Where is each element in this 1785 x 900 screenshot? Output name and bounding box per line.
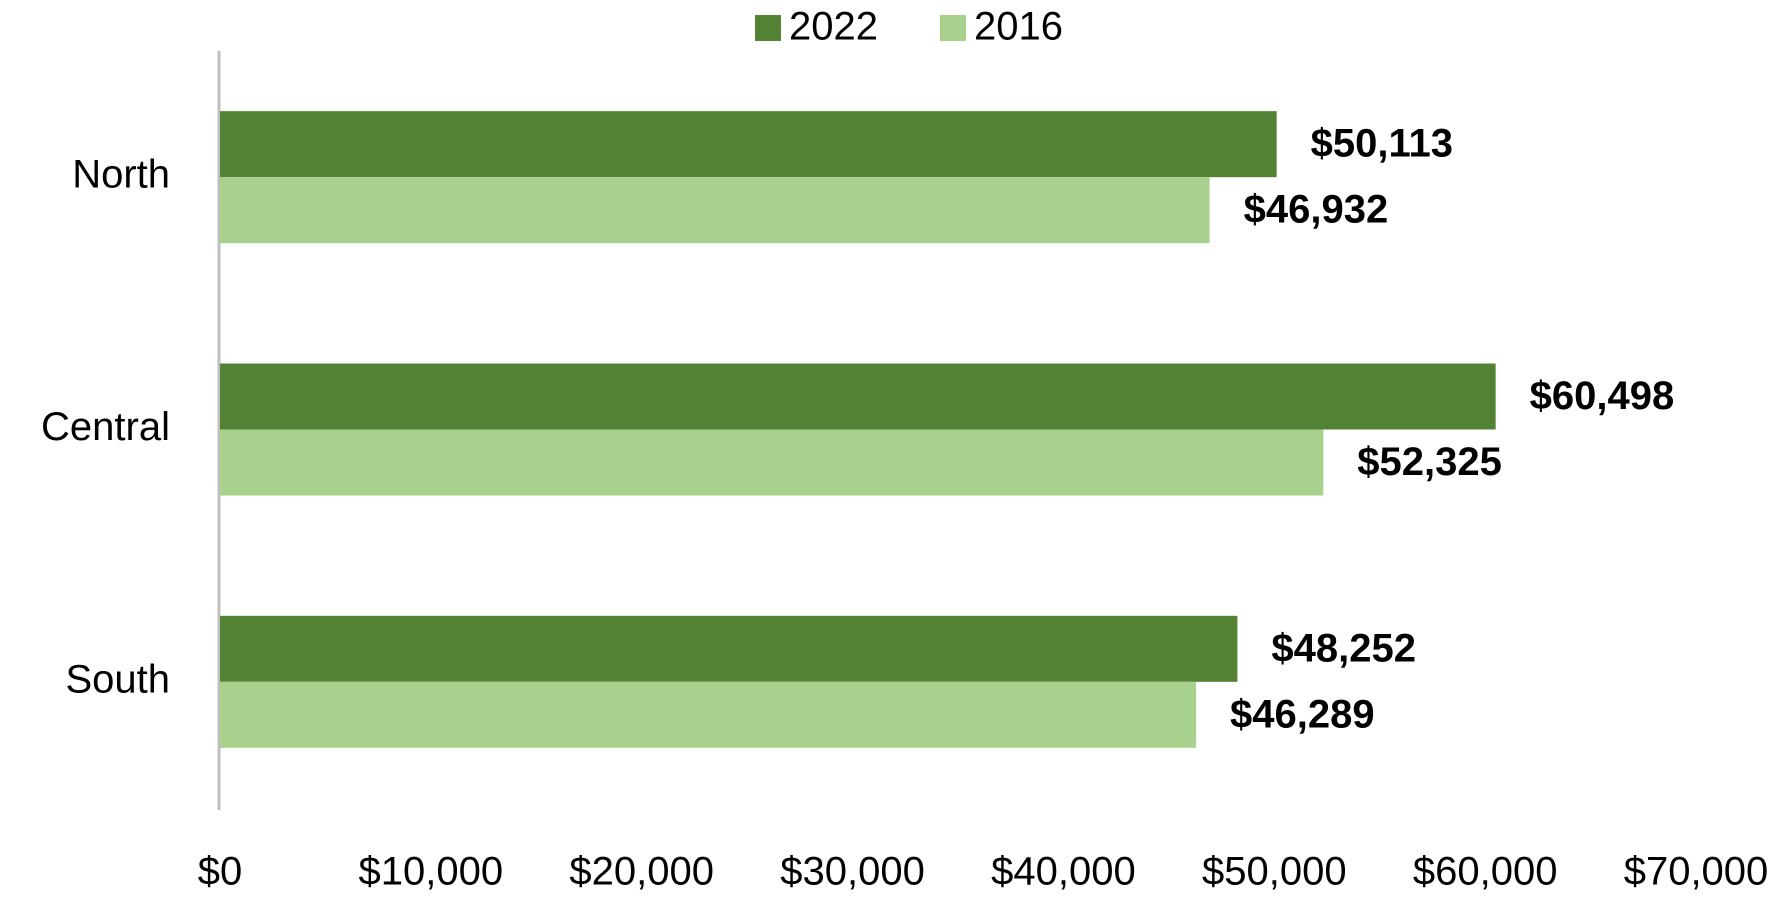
x-tick-label: $70,000 <box>1624 850 1769 894</box>
x-tick-label: $0 <box>198 850 243 894</box>
y-tick-label: Central <box>41 405 170 449</box>
bar <box>220 429 1324 496</box>
y-tick-label: North <box>72 153 170 197</box>
legend-swatch <box>755 15 781 41</box>
x-tick-label: $60,000 <box>1413 850 1558 894</box>
y-tick-label: South <box>65 657 170 701</box>
data-label: $48,252 <box>1271 626 1416 670</box>
legend-swatch <box>940 15 966 41</box>
bar <box>220 615 1238 682</box>
bar <box>220 681 1197 748</box>
data-label: $60,498 <box>1530 374 1675 418</box>
data-label: $46,932 <box>1244 188 1389 232</box>
x-tick-label: $30,000 <box>780 850 925 894</box>
x-tick-label: $50,000 <box>1202 850 1347 894</box>
bar <box>220 363 1496 430</box>
legend-label: 2022 <box>789 5 878 49</box>
data-label: $46,289 <box>1230 692 1375 736</box>
bar <box>220 177 1210 244</box>
x-tick-label: $20,000 <box>569 850 714 894</box>
data-label: $50,113 <box>1311 122 1453 166</box>
legend-label: 2016 <box>974 5 1063 49</box>
bar <box>220 111 1277 178</box>
data-label: $52,325 <box>1357 440 1502 484</box>
x-tick-label: $10,000 <box>359 850 504 894</box>
x-tick-label: $40,000 <box>991 850 1136 894</box>
